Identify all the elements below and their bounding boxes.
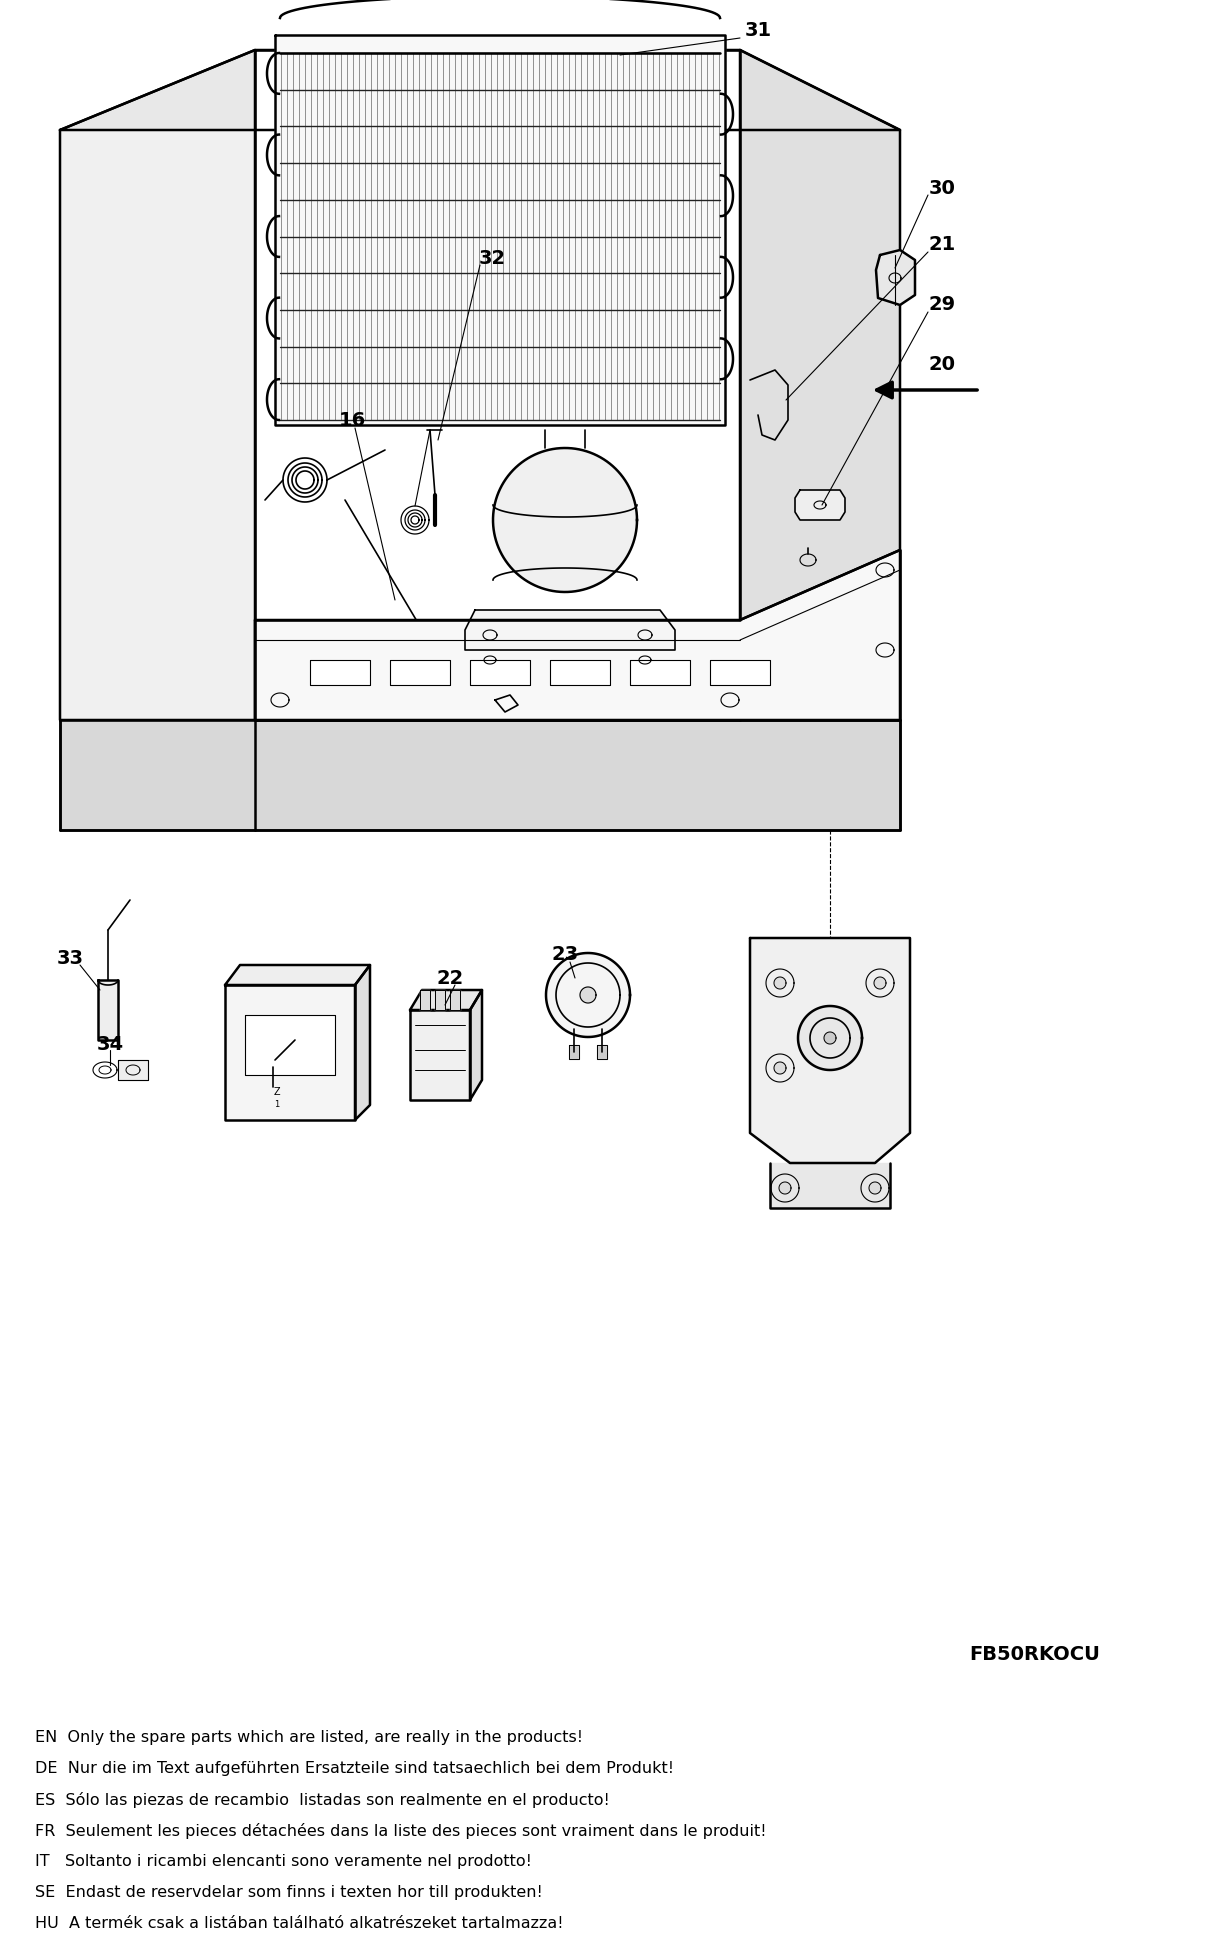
Text: 21: 21: [929, 235, 956, 255]
Polygon shape: [546, 954, 630, 1037]
Polygon shape: [245, 1016, 334, 1074]
Text: 22: 22: [436, 969, 463, 987]
Text: HU  A termék csak a listában található alkatrészeket tartalmazza!: HU A termék csak a listában található al…: [36, 1917, 564, 1930]
Polygon shape: [60, 51, 255, 720]
Polygon shape: [310, 660, 370, 685]
Polygon shape: [225, 985, 355, 1121]
Polygon shape: [470, 991, 481, 1099]
Text: ES  Sólo las piezas de recambio  listadas son realmente en el producto!: ES Sólo las piezas de recambio listadas …: [36, 1792, 610, 1808]
Polygon shape: [98, 981, 118, 1039]
Polygon shape: [450, 991, 461, 1010]
Text: 1: 1: [274, 1099, 279, 1109]
Polygon shape: [630, 660, 690, 685]
Text: 34: 34: [97, 1035, 124, 1053]
Text: Z: Z: [273, 1088, 281, 1098]
Polygon shape: [824, 1031, 835, 1043]
Polygon shape: [873, 977, 886, 989]
Polygon shape: [118, 1061, 148, 1080]
Polygon shape: [774, 1063, 786, 1074]
Text: 16: 16: [338, 411, 365, 430]
Text: FB50RKOCU: FB50RKOCU: [969, 1646, 1100, 1664]
Polygon shape: [597, 1045, 608, 1059]
Text: 33: 33: [56, 948, 83, 967]
Polygon shape: [420, 991, 430, 1010]
Polygon shape: [869, 1181, 881, 1195]
Text: 31: 31: [745, 21, 772, 39]
Text: 23: 23: [551, 946, 578, 965]
Text: 20: 20: [929, 356, 956, 374]
Text: 29: 29: [929, 296, 956, 315]
Text: 32: 32: [479, 249, 506, 267]
Polygon shape: [795, 490, 845, 520]
Text: DE  Nur die im Text aufgeführten Ersatzteile sind tatsaechlich bei dem Produkt!: DE Nur die im Text aufgeführten Ersatzte…: [36, 1761, 674, 1777]
Text: FR  Seulement les pieces détachées dans la liste des pieces sont vraiment dans l: FR Seulement les pieces détachées dans l…: [36, 1823, 767, 1839]
Text: IT   Soltanto i ricambi elencanti sono veramente nel prodotto!: IT Soltanto i ricambi elencanti sono ver…: [36, 1855, 532, 1868]
Polygon shape: [410, 1010, 470, 1099]
Text: SE  Endast de reservdelar som finns i texten hor till produkten!: SE Endast de reservdelar som finns i tex…: [36, 1886, 543, 1899]
Polygon shape: [255, 51, 740, 720]
Polygon shape: [410, 991, 481, 1010]
Polygon shape: [495, 695, 518, 712]
Polygon shape: [255, 551, 900, 720]
Polygon shape: [876, 249, 915, 306]
Polygon shape: [800, 555, 816, 566]
Polygon shape: [466, 609, 675, 650]
Polygon shape: [225, 965, 370, 985]
Polygon shape: [492, 448, 637, 592]
Polygon shape: [797, 1006, 862, 1070]
Polygon shape: [774, 977, 786, 989]
Polygon shape: [470, 660, 530, 685]
Polygon shape: [568, 1045, 579, 1059]
Polygon shape: [779, 1181, 791, 1195]
Polygon shape: [60, 51, 900, 130]
Polygon shape: [255, 551, 900, 720]
Polygon shape: [550, 660, 610, 685]
Polygon shape: [390, 660, 450, 685]
Polygon shape: [274, 35, 725, 424]
Polygon shape: [435, 991, 445, 1010]
Polygon shape: [771, 1164, 891, 1208]
Polygon shape: [750, 938, 910, 1164]
Polygon shape: [355, 965, 370, 1121]
Text: EN  Only the spare parts which are listed, are really in the products!: EN Only the spare parts which are listed…: [36, 1730, 583, 1746]
Polygon shape: [710, 660, 771, 685]
Polygon shape: [60, 720, 900, 831]
Polygon shape: [740, 51, 900, 720]
Text: 30: 30: [929, 179, 956, 197]
Polygon shape: [579, 987, 597, 1002]
